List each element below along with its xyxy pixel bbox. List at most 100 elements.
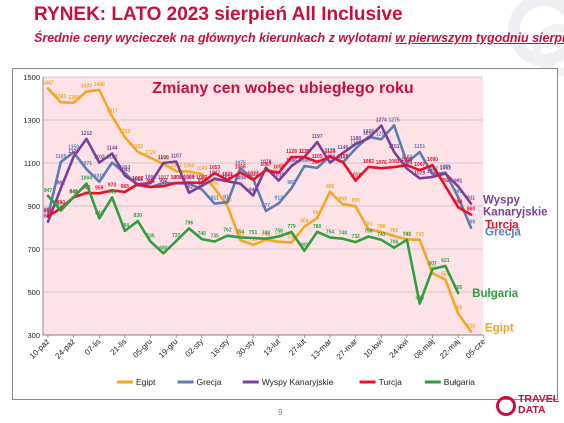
x-tick-label: 10-kwi (362, 337, 385, 360)
data-point (59, 209, 62, 212)
data-label: 1006 (171, 175, 182, 181)
data-label: 1076 (376, 160, 387, 166)
data-label: 1215 (363, 130, 374, 136)
data-point (418, 168, 421, 172)
x-tick-label: 24-paź (53, 337, 77, 361)
data-point (367, 235, 370, 238)
data-label: 735 (210, 233, 219, 239)
data-point (226, 178, 229, 182)
data-point (98, 180, 101, 183)
x-tick-label: 08-maj (412, 337, 436, 361)
logo-circle-icon (496, 396, 516, 416)
data-label: 719 (249, 237, 258, 243)
data-label: 1021 (222, 172, 233, 178)
data-label: 1128 (299, 149, 310, 155)
data-label: 912 (275, 195, 284, 201)
data-label: 1146 (337, 145, 348, 151)
page-title: RYNEK: LATO 2023 sierpień All Inclusive (34, 4, 403, 25)
data-label: 1188 (350, 136, 361, 142)
series-line-wyspy-kanaryjskie (46, 124, 473, 223)
data-point (380, 238, 383, 241)
data-label: 1447 (42, 80, 53, 86)
data-point (277, 179, 280, 182)
data-label: 940 (108, 189, 117, 195)
data-point (405, 167, 409, 170)
logo-line-1: TRAVEL (518, 393, 560, 405)
data-label: 1007 (158, 175, 169, 181)
data-point (239, 236, 242, 239)
data-label: 1380 (68, 95, 79, 101)
data-point (303, 225, 306, 228)
series-end-label: Egipt (485, 323, 514, 335)
page-number: 9 (278, 408, 283, 417)
data-point (59, 187, 62, 190)
legend-label: Grecja (197, 377, 222, 387)
data-label: 680 (159, 245, 168, 251)
data-label: 879 (57, 203, 66, 209)
data-label: 1107 (171, 153, 182, 159)
data-point (85, 191, 88, 194)
data-point (277, 235, 280, 238)
data-label: 1006 (145, 175, 156, 181)
data-point (290, 164, 293, 168)
data-point (392, 235, 396, 238)
data-label: 557 (441, 272, 450, 278)
data-label: 1128 (299, 149, 310, 155)
data-point (110, 189, 114, 192)
data-point (341, 237, 344, 240)
data-point (290, 187, 293, 190)
data-label: 1049 (196, 166, 207, 172)
data-label: 780 (313, 224, 322, 230)
data-label: 1075 (235, 160, 246, 166)
data-point (392, 150, 396, 154)
data-point (380, 230, 383, 233)
legend-label: Bułgaria (444, 377, 475, 387)
data-label: 743 (403, 232, 412, 238)
data-label: 1018 (350, 173, 361, 179)
data-point (59, 101, 62, 104)
data-point (98, 192, 101, 195)
data-label: 1317 (107, 108, 118, 114)
data-point (72, 101, 75, 104)
series-end-label: Kanaryjskie (483, 207, 548, 219)
data-point (264, 168, 268, 172)
legend-label: Wyspy Kanaryjskie (262, 377, 334, 387)
data-point (392, 165, 396, 169)
data-point (392, 124, 396, 127)
data-point (200, 238, 203, 241)
data-label: 1090 (427, 157, 438, 163)
data-label: 706 (390, 240, 399, 246)
data-label: 730 (287, 235, 296, 241)
data-label: 1102 (107, 155, 118, 161)
data-label: 961 (82, 185, 91, 191)
data-point (46, 194, 50, 197)
data-label: 1090 (401, 157, 412, 163)
data-point (187, 227, 191, 230)
data-label: 1105 (312, 154, 323, 160)
data-point (380, 124, 383, 127)
data-label: 1151 (389, 144, 400, 150)
logo-line-2: DATA (518, 404, 546, 416)
data-label: 1220 (119, 129, 130, 135)
data-label: 779 (287, 224, 296, 230)
data-label: 1144 (107, 146, 118, 152)
data-point (46, 220, 50, 223)
y-tick-label: 900 (27, 202, 40, 211)
data-point (328, 236, 332, 239)
data-label: 1015 (222, 173, 233, 179)
data-label: 994 (198, 178, 207, 184)
data-point (239, 171, 242, 174)
data-label: 947 (44, 188, 53, 194)
data-point (316, 160, 319, 164)
data-point (200, 172, 203, 176)
data-point (354, 142, 357, 146)
data-label: 742 (236, 232, 245, 238)
data-label: 1035 (427, 169, 438, 175)
data-point (110, 161, 114, 164)
data-point (418, 177, 421, 180)
data-label: 1067 (260, 162, 271, 168)
data-point (123, 136, 127, 139)
data-point (175, 239, 178, 243)
series-line-turcja (46, 155, 473, 218)
data-point (469, 226, 473, 229)
